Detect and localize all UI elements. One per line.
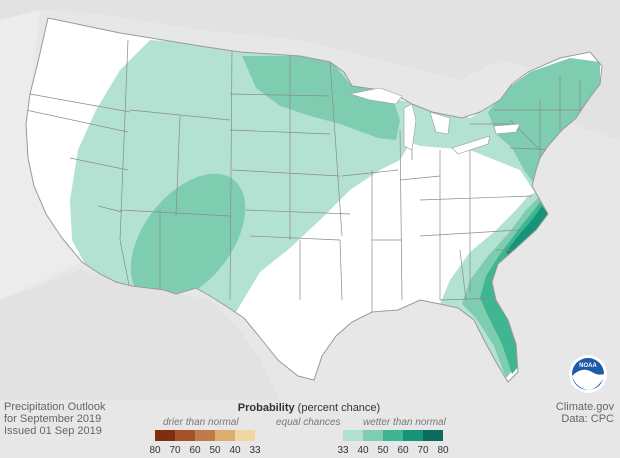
canada-land [0, 0, 620, 140]
legend-swatch-drier-1 [175, 430, 195, 441]
mexico-land [0, 270, 280, 400]
legend-tick-wetter-0: 33 [337, 445, 349, 456]
legend-tick-drier-1: 70 [169, 445, 181, 456]
credit-site: Climate.gov [555, 401, 614, 413]
legend-swatch-drier-2 [195, 430, 215, 441]
legend-tick-drier-2: 60 [189, 445, 201, 456]
legend-swatch-wetter-1 [363, 430, 383, 441]
legend-swatch-drier-0 [155, 430, 175, 441]
ocean-area [0, 10, 82, 300]
region-wetter-40-50-southwest [130, 173, 246, 303]
lake-erie [451, 135, 491, 155]
credit-data: Data: CPC [561, 413, 614, 425]
state-borders [26, 39, 600, 312]
lake-ontario [493, 123, 521, 135]
title-line-3: Issued 01 Sep 2019 [4, 425, 102, 437]
legend-swatch-wetter-0 [343, 430, 363, 441]
legend-equal-label: equal chances [276, 417, 341, 428]
legend-swatch-wetter-3 [403, 430, 423, 441]
legend-title-rest: (percent chance) [294, 402, 381, 414]
legend-drier-label: drier than normal [163, 417, 239, 428]
legend-tick-drier-4: 40 [229, 445, 241, 456]
legend-tick-wetter-2: 50 [377, 445, 389, 456]
legend-wetter-label: wetter than normal [363, 417, 446, 428]
legend-tick-drier-0: 80 [149, 445, 161, 456]
lake-huron [429, 111, 451, 135]
legend-tick-drier-5: 33 [249, 445, 261, 456]
legend-tick-wetter-4: 70 [417, 445, 429, 456]
legend-tick-wetter-5: 80 [437, 445, 449, 456]
noaa-logo-text: NOAA [579, 363, 597, 369]
probability-legend: Probability (percent chance) drier than … [149, 400, 468, 458]
legend-swatch-wetter-2 [383, 430, 403, 441]
legend-swatch-drier-3 [215, 430, 235, 441]
credits-block: Climate.gov Data: CPC [556, 401, 614, 425]
probability-shading [70, 40, 600, 380]
outlook-title-block: Precipitation Outlook for September 2019… [4, 401, 106, 437]
region-wetter-50-60-southeast [480, 202, 548, 374]
legend-tick-drier-3: 50 [209, 445, 221, 456]
legend-title-bold: Probability [237, 402, 295, 414]
lake-michigan [403, 103, 417, 151]
legend-swatch-wetter-4 [423, 430, 443, 441]
legend-tick-wetter-3: 60 [397, 445, 409, 456]
title-line-2: for September 2019 [4, 413, 102, 425]
noaa-logo: NOAA [569, 355, 607, 393]
region-wetter-40-50-upper-midwest [242, 56, 400, 140]
region-wetter-40-50-northeast [488, 58, 600, 186]
title-line-1: Precipitation Outlook [4, 401, 106, 413]
legend-swatch-drier-4 [235, 430, 255, 441]
lake-superior [349, 87, 403, 105]
legend-tick-wetter-1: 40 [357, 445, 369, 456]
legend-title: Probability (percent chance) [150, 402, 468, 414]
